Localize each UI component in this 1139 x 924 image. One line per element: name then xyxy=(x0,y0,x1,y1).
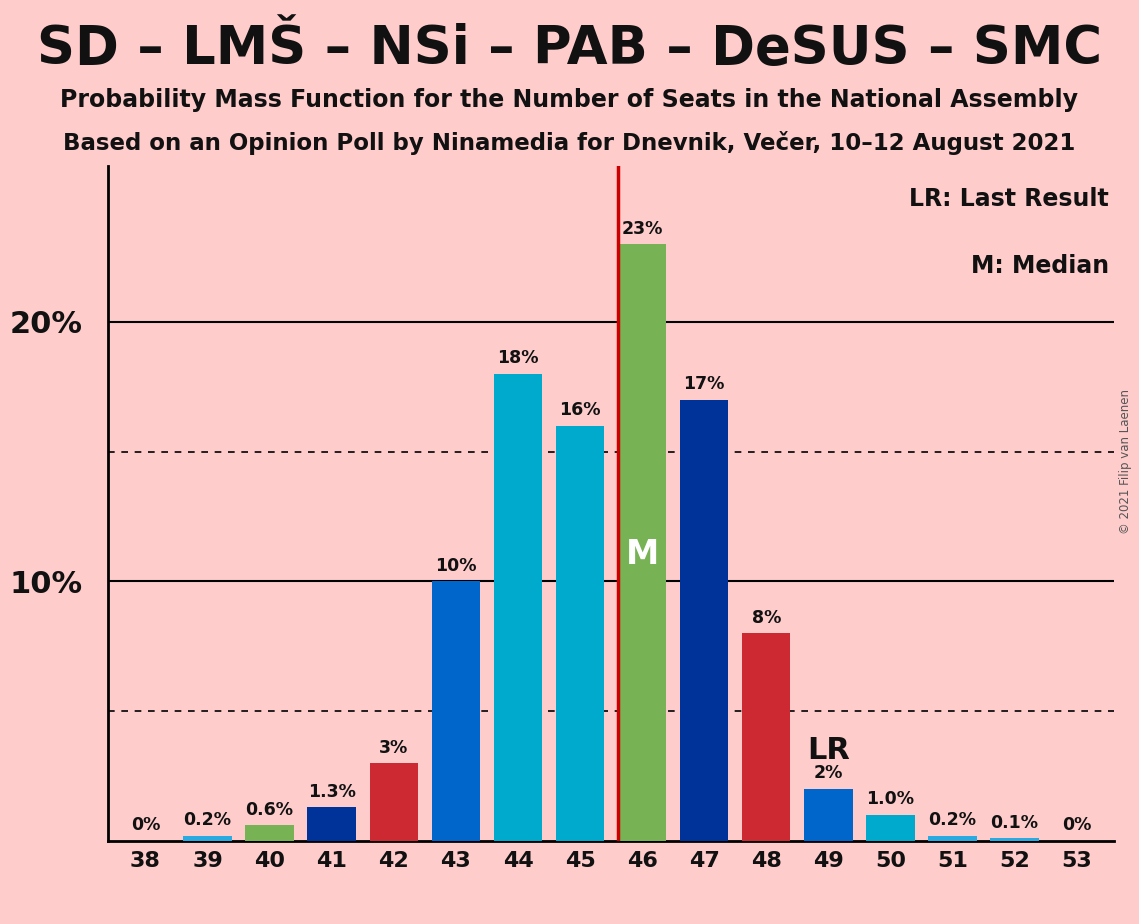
Bar xyxy=(804,789,853,841)
Text: 1.0%: 1.0% xyxy=(867,790,915,808)
Text: 3%: 3% xyxy=(379,738,409,757)
Bar xyxy=(493,374,542,841)
Bar xyxy=(867,815,915,841)
Text: 8%: 8% xyxy=(752,609,781,626)
Text: 0.2%: 0.2% xyxy=(183,811,231,829)
Bar xyxy=(556,426,605,841)
Text: © 2021 Filip van Laenen: © 2021 Filip van Laenen xyxy=(1118,390,1132,534)
Bar xyxy=(308,808,355,841)
Text: LR: LR xyxy=(806,736,850,764)
Bar xyxy=(991,838,1039,841)
Text: 10%: 10% xyxy=(435,557,476,575)
Bar xyxy=(743,633,790,841)
Text: 0%: 0% xyxy=(131,817,161,834)
Text: 0%: 0% xyxy=(1062,817,1091,834)
Text: LR: Last Result: LR: Last Result xyxy=(909,187,1109,211)
Text: 1.3%: 1.3% xyxy=(308,783,355,800)
Text: M: M xyxy=(625,538,658,571)
Text: 23%: 23% xyxy=(622,220,663,237)
Bar xyxy=(928,835,977,841)
Bar xyxy=(183,835,231,841)
Text: M: Median: M: Median xyxy=(970,254,1109,278)
Text: 0.6%: 0.6% xyxy=(246,801,294,819)
Text: 2%: 2% xyxy=(813,764,843,783)
Text: SD – LMŠ – NSi – PAB – DeSUS – SMC: SD – LMŠ – NSi – PAB – DeSUS – SMC xyxy=(36,23,1103,75)
Text: 0.2%: 0.2% xyxy=(928,811,976,829)
Bar xyxy=(432,581,480,841)
Bar xyxy=(245,825,294,841)
Text: 0.1%: 0.1% xyxy=(991,814,1039,832)
Text: 18%: 18% xyxy=(498,349,539,368)
Text: Probability Mass Function for the Number of Seats in the National Assembly: Probability Mass Function for the Number… xyxy=(60,88,1079,112)
Bar xyxy=(680,400,729,841)
Bar xyxy=(369,763,418,841)
Text: 17%: 17% xyxy=(683,375,724,394)
Bar xyxy=(617,244,666,841)
Text: 16%: 16% xyxy=(559,401,600,419)
Text: Based on an Opinion Poll by Ninamedia for Dnevnik, Večer, 10–12 August 2021: Based on an Opinion Poll by Ninamedia fo… xyxy=(64,131,1075,155)
